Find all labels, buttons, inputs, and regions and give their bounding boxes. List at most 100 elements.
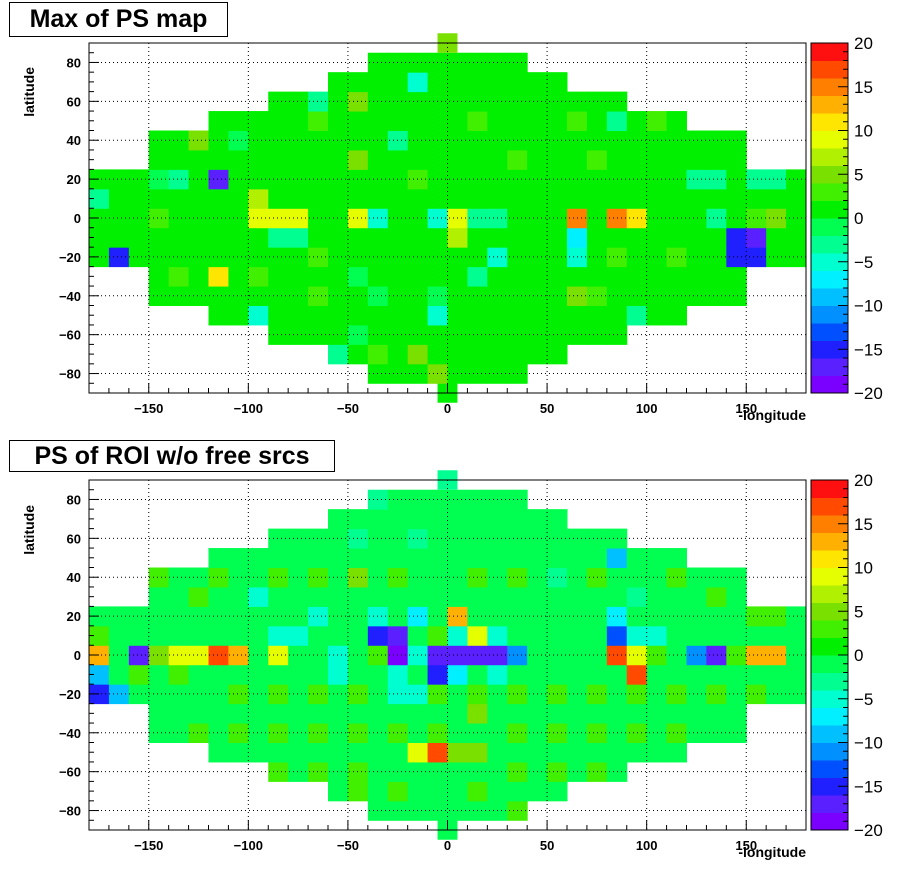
x-tick-label: 100 (636, 838, 658, 853)
heatmap-cell (188, 130, 209, 151)
heatmap-cell (407, 227, 429, 248)
heatmap-cell (447, 509, 468, 530)
heatmap-cell (268, 742, 289, 763)
heatmap-cell (407, 305, 429, 326)
palette-swatch (811, 725, 848, 743)
heatmap-cell (786, 169, 807, 190)
heatmap-cell (248, 169, 269, 190)
heatmap-cell (208, 169, 229, 190)
heatmap-cell (128, 645, 150, 666)
heatmap-cell (567, 703, 588, 724)
heatmap-cell (268, 703, 289, 724)
heatmap-cell (387, 188, 409, 209)
heatmap-cell (746, 208, 767, 229)
heatmap-cell (148, 208, 170, 229)
heatmap-cell (666, 548, 687, 568)
heatmap-cell (367, 645, 389, 666)
color-palette: 20 15 10 5 0 −5 −10 −15 −20 (810, 471, 883, 840)
heatmap-cell (527, 742, 548, 763)
heatmap-cell (308, 742, 329, 763)
heatmap-cell (308, 305, 329, 326)
heatmap-cell (367, 742, 389, 763)
heatmap-cell (487, 625, 508, 646)
heatmap-cell (328, 684, 349, 705)
heatmap-cell (686, 227, 707, 248)
heatmap-cell (347, 586, 369, 607)
heatmap-cell (288, 247, 309, 268)
heatmap-cell (527, 586, 548, 607)
heatmap-cell (487, 509, 508, 530)
heatmap-cell (268, 664, 289, 685)
heatmap-cell (726, 606, 747, 627)
heatmap-cell (367, 266, 389, 287)
heatmap-cell (507, 149, 528, 170)
heatmap-cell (487, 227, 508, 248)
heatmap-cell (586, 305, 608, 326)
heatmap-cell (666, 606, 687, 627)
heatmap-cell (188, 149, 209, 170)
heatmap-cell (347, 723, 369, 743)
heatmap-cell (487, 344, 508, 365)
heatmap-cell (347, 509, 369, 530)
palette-swatch (811, 288, 848, 306)
heatmap-cell (666, 286, 687, 306)
heatmap-cell (248, 742, 269, 763)
heatmap-cell (646, 169, 668, 190)
heatmap-cell (507, 548, 528, 568)
heatmap-cell (786, 208, 807, 229)
heatmap-cell (89, 247, 110, 268)
heatmap-cell (447, 742, 468, 763)
heatmap-cell (268, 227, 289, 248)
x-tick-label: −50 (337, 838, 359, 853)
heatmap-cell (646, 742, 668, 763)
heatmap-cell (347, 130, 369, 151)
heatmap-cell (427, 548, 448, 568)
heatmap-cell (646, 606, 668, 627)
heatmap-cell (328, 528, 349, 549)
heatmap-cell (507, 111, 528, 131)
y-tick-label: −40 (59, 726, 81, 741)
heatmap-cell (427, 742, 448, 763)
heatmap-cell (268, 684, 289, 705)
heatmap-cell (726, 664, 747, 685)
heatmap-cell (188, 664, 209, 685)
heatmap-cell (347, 567, 369, 588)
heatmap-cell (228, 723, 249, 743)
heatmap-cell (686, 567, 707, 588)
heatmap-cell (367, 509, 389, 530)
heatmap-cell (606, 703, 628, 724)
heatmap-cell (308, 149, 329, 170)
heatmap-cell (407, 509, 429, 530)
heatmap-cell (347, 548, 369, 568)
heatmap-cell (646, 567, 668, 588)
palette-swatch (811, 200, 848, 219)
palette-swatch (811, 585, 848, 603)
heatmap-cell (646, 208, 668, 229)
heatmap-cell (108, 227, 130, 248)
heatmap-cell (288, 188, 309, 209)
heatmap-cell (168, 266, 190, 287)
heatmap-cell (188, 703, 209, 724)
heatmap-cell (347, 684, 369, 705)
heatmap-cell (447, 781, 468, 802)
heatmap-cell (168, 208, 190, 229)
heatmap-cell (766, 208, 787, 229)
heatmap-cell (467, 266, 488, 287)
heatmap-cell (646, 645, 668, 666)
heatmap-cell (746, 664, 767, 685)
heatmap-cell (288, 723, 309, 743)
heatmap-cell (288, 548, 309, 568)
heatmap-cell (208, 247, 229, 268)
heatmap-cell (248, 645, 269, 666)
heatmap-cell (128, 169, 150, 190)
palette-swatch (811, 165, 848, 184)
x-tick-label: 50 (540, 401, 554, 416)
heatmap-cell (328, 149, 349, 170)
heatmap-cell (308, 723, 329, 743)
heatmap-cell (387, 703, 409, 724)
heatmap-cell (248, 305, 269, 326)
heatmap-cell (208, 645, 229, 666)
heatmap-cell (766, 169, 787, 190)
heatmap-cell (228, 586, 249, 607)
heatmap-cell (228, 227, 249, 248)
